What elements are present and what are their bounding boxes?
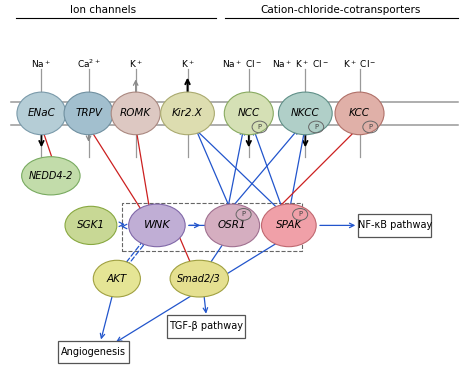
Ellipse shape [205, 204, 260, 247]
Text: NEDD4-2: NEDD4-2 [29, 171, 73, 181]
Ellipse shape [262, 204, 316, 247]
Text: SPAK: SPAK [276, 221, 302, 231]
Text: Cation-chloride-cotransporters: Cation-chloride-cotransporters [261, 4, 421, 14]
Ellipse shape [64, 92, 113, 135]
FancyBboxPatch shape [167, 315, 245, 338]
Text: P: P [242, 211, 246, 218]
Text: Angiogenesis: Angiogenesis [61, 347, 126, 357]
Ellipse shape [335, 92, 384, 135]
Text: NF-κB pathway: NF-κB pathway [358, 221, 432, 231]
Text: WNK: WNK [144, 221, 170, 231]
Ellipse shape [65, 206, 117, 245]
Text: AKT: AKT [107, 274, 127, 284]
Text: ROMK: ROMK [120, 108, 151, 118]
FancyBboxPatch shape [358, 214, 431, 237]
Text: NKCC: NKCC [291, 108, 319, 118]
Text: Na$^+$ K$^+$ Cl$^-$: Na$^+$ K$^+$ Cl$^-$ [272, 58, 329, 70]
FancyBboxPatch shape [58, 341, 128, 363]
Text: ENaC: ENaC [27, 108, 55, 118]
Text: Ion channels: Ion channels [70, 4, 136, 14]
Ellipse shape [93, 260, 140, 297]
Text: Smad2/3: Smad2/3 [177, 274, 221, 284]
Ellipse shape [224, 92, 273, 135]
Text: Na$^+$ Cl$^-$: Na$^+$ Cl$^-$ [222, 58, 262, 70]
Text: K$^+$: K$^+$ [129, 58, 143, 70]
Ellipse shape [128, 204, 185, 247]
Text: KCC: KCC [349, 108, 370, 118]
Text: Na$^+$: Na$^+$ [31, 58, 52, 70]
Text: NCC: NCC [237, 108, 260, 118]
Ellipse shape [22, 157, 80, 195]
Text: OSR1: OSR1 [218, 221, 246, 231]
Ellipse shape [278, 92, 332, 135]
Ellipse shape [170, 260, 228, 297]
Text: K$^+$: K$^+$ [181, 58, 194, 70]
Ellipse shape [17, 92, 66, 135]
Text: P: P [368, 124, 373, 130]
Text: K$^+$ Cl$^-$: K$^+$ Cl$^-$ [343, 58, 376, 70]
Text: Kir2.X: Kir2.X [172, 108, 203, 118]
Text: TGF-β pathway: TGF-β pathway [169, 322, 243, 332]
Text: TRPV: TRPV [75, 108, 102, 118]
Ellipse shape [111, 92, 160, 135]
Text: P: P [314, 124, 318, 130]
Text: P: P [257, 124, 262, 130]
Text: P: P [298, 211, 302, 218]
Ellipse shape [161, 92, 214, 135]
Text: Ca$^{2+}$: Ca$^{2+}$ [77, 58, 100, 70]
Text: SGK1: SGK1 [77, 221, 105, 231]
